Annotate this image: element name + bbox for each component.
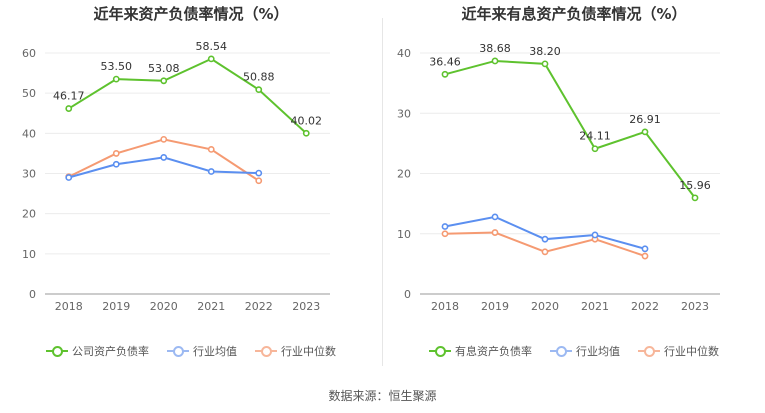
x-tick-label: 2019 [102, 300, 130, 313]
legend-item-industry-median[interactable]: 行业中位数 [255, 343, 336, 359]
y-tick-label: 40 [397, 47, 411, 60]
legend-item-company[interactable]: 公司资产负债率 [46, 343, 149, 359]
data-point [160, 135, 168, 143]
data-point [491, 213, 499, 221]
data-point [541, 60, 549, 68]
y-tick-label: 0 [404, 288, 411, 301]
data-point [207, 55, 215, 63]
x-tick-label: 2018 [55, 300, 83, 313]
y-tick-label: 50 [22, 87, 36, 100]
data-label: 46.17 [53, 90, 85, 103]
data-point [641, 128, 649, 136]
panel-divider [382, 18, 383, 366]
line-chart-debt-ratio: 0 10 20 30 40 50 60 2018 2019 2020 2021 2022 2023 46.… [22, 40, 330, 313]
y-tick-label: 20 [397, 168, 411, 181]
chart-legend: 公司资产负债率 行业均值 行业中位数 [0, 343, 382, 359]
y-tick-label: 30 [22, 168, 36, 181]
data-point [591, 145, 599, 153]
legend-item-industry-mean[interactable]: 行业均值 [550, 343, 620, 359]
data-point [65, 174, 73, 181]
x-tick-label: 2018 [431, 300, 459, 313]
data-point [591, 231, 599, 239]
legend-label: 行业中位数 [281, 345, 336, 358]
legend-item-industry-median[interactable]: 行业中位数 [638, 343, 719, 359]
legend-line-icon [638, 346, 660, 357]
data-point [441, 223, 449, 230]
x-tick-label: 2020 [531, 300, 559, 313]
y-tick-label: 10 [397, 228, 411, 241]
data-point [302, 129, 310, 137]
line-chart-interest-debt-ratio: 0 10 20 30 40 2018 2019 2020 2021 2022 2023 36.46 38… [397, 42, 720, 313]
data-point [112, 160, 120, 168]
data-point [641, 245, 649, 253]
x-tick-label: 2019 [481, 300, 509, 313]
data-label: 38.68 [479, 42, 511, 55]
data-point [65, 105, 73, 112]
data-source-note: 数据来源：恒生聚源 [328, 389, 437, 403]
x-tick-label: 2023 [681, 300, 709, 313]
chart-title: 近年来有息资产负债率情况（%） [461, 5, 687, 23]
legend-label: 有息资产负债率 [455, 345, 532, 358]
chart-panel-interest-debt-ratio: 近年来有息资产负债率情况（%） 0 10 20 30 40 2018 2019 2020 202… [383, 0, 765, 380]
data-point [541, 235, 549, 243]
y-tick-label: 0 [29, 288, 36, 301]
legend-line-icon [167, 346, 189, 357]
data-point [441, 230, 449, 238]
data-label: 40.02 [291, 114, 323, 127]
legend-label: 公司资产负债率 [72, 345, 149, 358]
legend-line-icon [550, 346, 572, 357]
data-label: 53.50 [101, 60, 133, 73]
y-tick-label: 40 [22, 127, 36, 140]
chart-title: 近年来资产负债率情况（%） [93, 5, 289, 23]
legend-line-icon [429, 346, 451, 357]
data-label: 26.91 [629, 113, 661, 126]
y-tick-label: 60 [22, 47, 36, 60]
data-point [541, 248, 549, 256]
x-tick-label: 2021 [581, 300, 609, 313]
x-tick-label: 2021 [197, 300, 225, 313]
data-label: 36.46 [429, 55, 461, 68]
data-point [160, 154, 168, 161]
series-line [68, 57, 307, 134]
data-point [491, 229, 499, 236]
data-label: 53.08 [148, 62, 180, 75]
legend-label: 行业均值 [193, 345, 237, 358]
legend-item-company[interactable]: 有息资产负债率 [429, 343, 532, 359]
y-tick-label: 10 [22, 248, 36, 261]
data-point [441, 70, 449, 78]
data-point [207, 168, 215, 175]
x-tick-label: 2022 [631, 300, 659, 313]
x-tick-label: 2020 [150, 300, 178, 313]
x-tick-label: 2022 [245, 300, 273, 313]
data-point [491, 57, 499, 65]
data-point [112, 75, 120, 83]
data-label: 50.88 [243, 71, 275, 84]
data-point [207, 145, 215, 153]
legend-label: 行业均值 [576, 345, 620, 358]
y-tick-label: 20 [22, 208, 36, 221]
data-point [160, 77, 168, 85]
legend-item-industry-mean[interactable]: 行业均值 [167, 343, 237, 359]
data-label: 24.11 [579, 130, 611, 143]
x-tick-label: 2023 [292, 300, 320, 313]
data-label: 15.96 [679, 179, 711, 192]
data-point [255, 177, 263, 185]
chart-panel-debt-ratio: 近年来资产负债率情况（%） 0 10 20 30 40 50 60 2018 2019 2020 2… [0, 0, 382, 380]
data-point [255, 169, 263, 177]
y-tick-label: 30 [397, 107, 411, 120]
data-point [691, 194, 699, 202]
legend-label: 行业中位数 [664, 345, 719, 358]
data-label: 58.54 [196, 40, 228, 53]
legend-line-icon [255, 346, 277, 357]
data-label: 38.20 [529, 45, 561, 58]
chart-legend: 有息资产负债率 行业均值 行业中位数 [383, 343, 765, 359]
series-line [444, 59, 696, 199]
data-point [255, 86, 263, 94]
legend-line-icon [46, 346, 68, 357]
data-point [641, 252, 649, 260]
data-point [112, 150, 120, 157]
